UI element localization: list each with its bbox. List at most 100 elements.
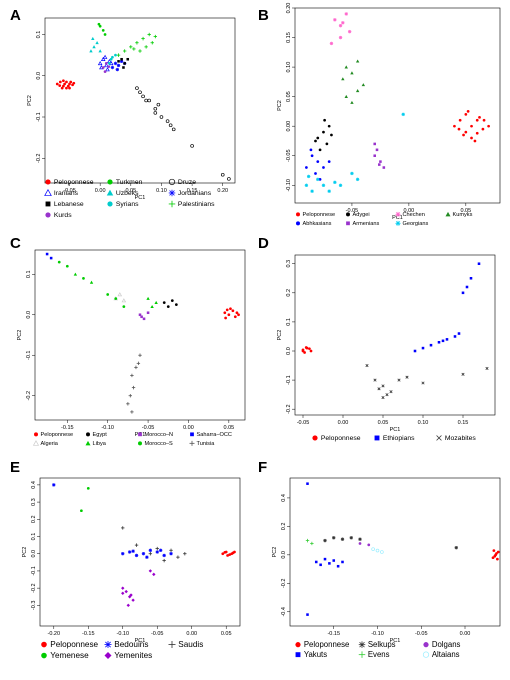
- x-tick-label: 0.05: [221, 631, 232, 637]
- point-armenians: [378, 163, 381, 166]
- point-palestinians: [138, 49, 142, 53]
- point-peloponnese: [65, 86, 68, 90]
- point-yakuts: [336, 564, 340, 568]
- legend-key-dolgans: [423, 642, 429, 648]
- point-tunisia: [134, 365, 138, 370]
- point-kumyks: [350, 100, 354, 104]
- point-abhkasians: [309, 148, 313, 152]
- legend-key-peloponnese: [41, 641, 47, 648]
- point-peloponnese: [230, 552, 234, 556]
- point-iranians: [102, 54, 108, 59]
- legend-label-ethiopians: Ethiopians: [383, 435, 415, 442]
- legend-label-kumyks: Kumyks: [453, 212, 473, 218]
- legend-key-peloponnese: [296, 212, 300, 217]
- point-morocco-n: [146, 311, 150, 315]
- point-peloponnese: [496, 557, 499, 561]
- y-tick-label: -0.10: [286, 179, 292, 192]
- plot-frame-c: [34, 249, 246, 421]
- point-ethiopians: [461, 291, 465, 295]
- point-peloponnese: [453, 124, 456, 128]
- point-saudis: [148, 552, 153, 556]
- point-palestinians: [141, 36, 145, 41]
- point-abhkasians: [318, 178, 322, 181]
- x-tick-label: 0.00: [183, 425, 194, 431]
- point-bedouins: [162, 553, 166, 558]
- point-mozabites: [485, 366, 489, 371]
- point-morocco-s: [57, 260, 61, 264]
- legend-label-yemenites: Yemenites: [114, 651, 152, 660]
- point-druze: [168, 123, 173, 128]
- point-tunisia: [130, 373, 134, 378]
- legend-key-iranians: [44, 188, 52, 196]
- point-tunisia: [138, 353, 142, 357]
- legend-label-peloponnese: Peloponnese: [303, 212, 336, 218]
- point-peloponnese: [69, 80, 73, 84]
- point-kumyks: [361, 83, 366, 87]
- x-tick-label: 0.10: [418, 420, 429, 426]
- point-bedouins: [158, 548, 163, 552]
- y-tick-label: 0.05: [286, 91, 292, 102]
- legend-label-armenians: Armenians: [353, 221, 380, 227]
- point-palestinians: [129, 45, 133, 49]
- y-tick-label: 0.1: [26, 270, 32, 278]
- panel-d: D -0.05 0.00 0.05 0.10 0.15 -0.2 -0.1 0.0 0.1 0.2…: [258, 235, 496, 442]
- legend-label-adygei: Adygei: [353, 212, 370, 218]
- point-peloponnese: [458, 118, 462, 122]
- point-ethiopians: [441, 339, 445, 343]
- point-libya: [150, 304, 154, 309]
- legend-key-turkmen: [107, 179, 113, 185]
- y-axis-label: PC2: [17, 330, 23, 341]
- point-mozabites: [397, 378, 401, 382]
- point-ethiopians: [413, 349, 417, 353]
- legend-key-morocco-n: [138, 432, 142, 437]
- y-tick-label: 0.0: [281, 551, 287, 559]
- point-yakuts: [332, 559, 336, 562]
- point-egypt: [174, 303, 178, 307]
- x-tick-label: 0.10: [156, 188, 167, 194]
- x-tick-label: -0.10: [116, 631, 129, 637]
- point-yakuts: [341, 560, 344, 564]
- point-ethiopians: [477, 262, 481, 266]
- x-tick-label: -0.10: [371, 631, 384, 637]
- point-selkups: [349, 536, 353, 540]
- panel-a: A -0.05 0.00 0.05 0.10 0.15 0.20 -0.2 -0.1 0.0 0.…: [10, 7, 236, 219]
- point-adygei: [330, 133, 333, 137]
- point-turkmen: [98, 24, 102, 28]
- point-peloponnese: [227, 313, 231, 317]
- y-tick-label: 0.3: [286, 260, 292, 268]
- legend-label-iranians: Iranians: [54, 190, 79, 197]
- legend-key-georgians: [395, 220, 401, 226]
- point-palestinians: [150, 41, 154, 45]
- point-mozabites: [377, 387, 381, 391]
- x-tick-label: 0.05: [378, 420, 389, 426]
- legend-label-saudis: Saudis: [178, 640, 203, 649]
- point-kurds: [104, 62, 108, 65]
- point-druze: [147, 98, 151, 103]
- legend-label-bedouins: Bedouins: [114, 640, 148, 649]
- point-druze: [138, 90, 142, 95]
- point-druze: [227, 177, 231, 181]
- point-mozabites: [381, 384, 385, 388]
- point-yemenites: [121, 586, 125, 590]
- legend-key-libya: [85, 440, 91, 446]
- point-peloponnese: [478, 115, 481, 119]
- x-tick-label: -0.15: [327, 631, 340, 637]
- point-dolgans: [367, 543, 371, 547]
- point-turkmen: [103, 33, 107, 36]
- legend-key-saharra-occ: [190, 432, 194, 437]
- x-axis-label: PC1: [392, 215, 403, 221]
- legend-key-algeria: [32, 440, 40, 446]
- y-tick-label: 0.2: [281, 523, 287, 531]
- x-tick-label: 0.00: [404, 208, 415, 214]
- point-peloponnese: [223, 550, 227, 554]
- point-tunisia: [126, 402, 130, 406]
- point-bedouins: [145, 555, 149, 559]
- legend-key-syrians: [107, 201, 113, 207]
- point-yemenese: [80, 509, 83, 513]
- point-adygei: [318, 148, 322, 152]
- point-yakuts: [306, 613, 309, 616]
- legend-label-peloponnese: Peloponnese: [41, 432, 74, 438]
- point-peloponnese: [309, 349, 313, 353]
- legend-key-egypt: [86, 432, 90, 437]
- point-libya: [73, 272, 78, 276]
